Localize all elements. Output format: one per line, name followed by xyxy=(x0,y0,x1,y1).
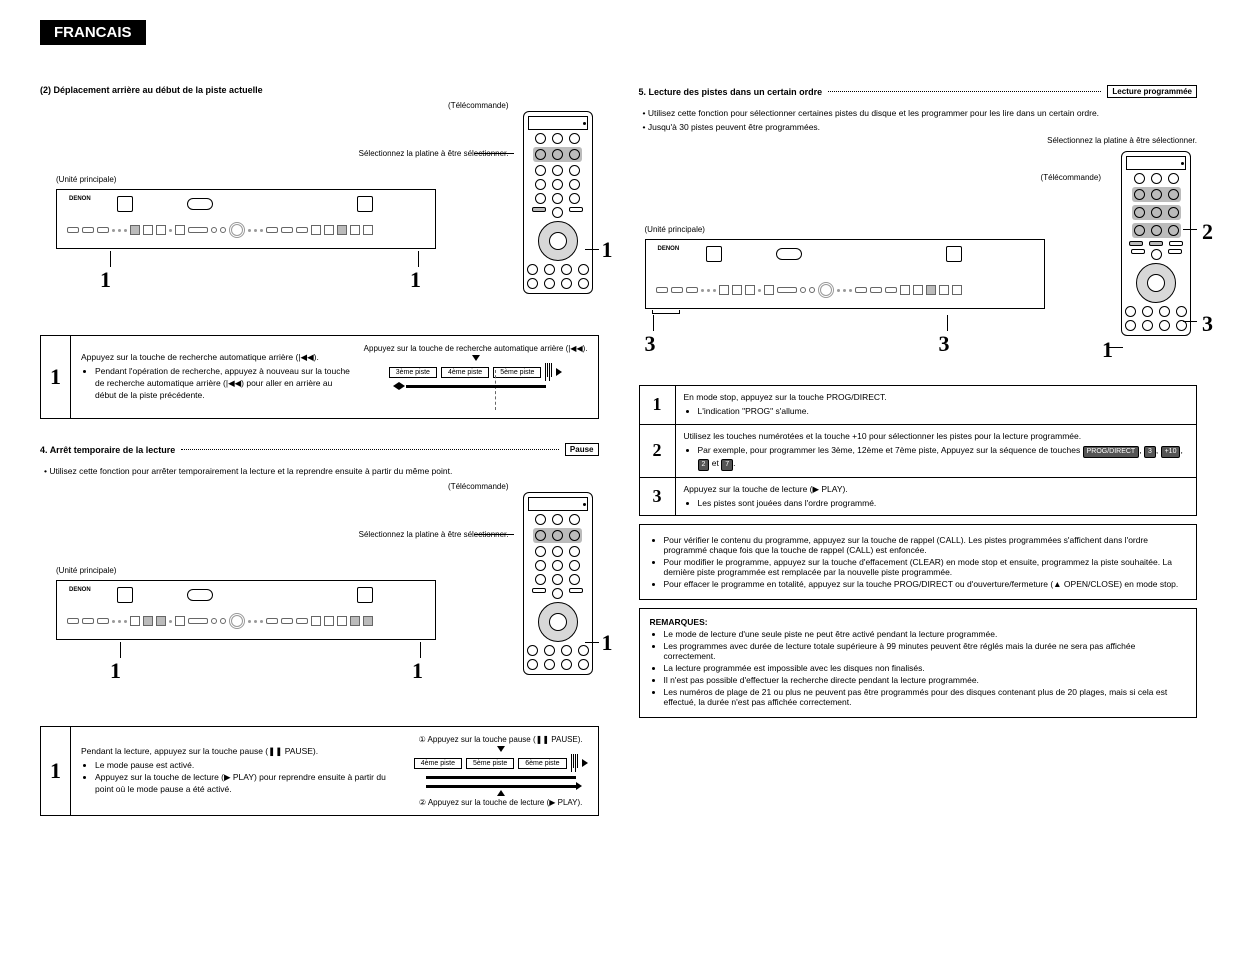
section5-figure: (Télécommande) 2 3 1 (Unité principale) xyxy=(639,151,1198,371)
section2-step-box: 1 Appuyez sur la touche de recherche aut… xyxy=(40,335,599,419)
remote-illustration xyxy=(1121,151,1191,336)
callout-3l: 3 xyxy=(645,331,656,357)
callout-1r: 1 xyxy=(602,237,613,263)
step-text: Appuyez sur la touche de recherche autom… xyxy=(81,352,352,364)
step-text: Appuyez sur la touche de lecture (▶ PLAY… xyxy=(684,484,848,494)
remark: Il n'est pas possible d'effectuer la rec… xyxy=(664,675,1187,685)
s5-b2: • Jusqu'à 30 pistes peuvent être program… xyxy=(653,122,1198,132)
flow-top: ① Appuyez sur la touche pause (❚❚ PAUSE)… xyxy=(419,735,583,744)
track-chip: 4ème piste xyxy=(441,367,489,378)
track-chip: 3ème piste xyxy=(389,367,437,378)
main-unit-label: (Unité principale) xyxy=(56,566,116,575)
callout-1m: 1 xyxy=(410,267,421,293)
left-column: (2) Déplacement arrière au début de la p… xyxy=(40,75,599,816)
step-num: 3 xyxy=(640,478,676,516)
s4-badge: Pause xyxy=(565,443,599,456)
section4-figure: (Télécommande) Sélectionnez la platine à… xyxy=(40,482,599,712)
step-bullet: Par exemple, pour programmer les 3ème, 1… xyxy=(698,445,1189,471)
step-num: 2 xyxy=(640,425,676,477)
key-chip: PROG/DIRECT xyxy=(1083,446,1140,458)
main-unit-illustration: DENON xyxy=(56,189,436,249)
key-chip: 2 xyxy=(698,459,710,471)
track-chip: 6ème piste xyxy=(518,758,566,769)
s4-num: 4. xyxy=(40,445,48,455)
callout-2: 2 xyxy=(1202,219,1213,245)
track-chip: 5ème piste xyxy=(493,367,541,378)
remark: La lecture programmée est impossible ave… xyxy=(664,663,1187,673)
step-text: En mode stop, appuyez sur la touche PROG… xyxy=(684,392,887,402)
step-bullet: Pendant l'opération de recherche, appuye… xyxy=(95,366,352,402)
step-num: 1 xyxy=(50,758,61,784)
callout: 1 xyxy=(412,658,423,684)
key-chip: +10 xyxy=(1161,446,1181,458)
remarks-title: REMARQUES: xyxy=(650,617,1187,627)
remote-label: (Télécommande) xyxy=(1041,173,1101,182)
section5-steps: 1 En mode stop, appuyez sur la touche PR… xyxy=(639,385,1198,516)
main-unit-label: (Unité principale) xyxy=(56,175,116,184)
remark: Les programmes avec durée de lecture tot… xyxy=(664,641,1187,661)
track-chip: 4ème piste xyxy=(414,758,462,769)
step-b2: Appuyez sur la touche de lecture (▶ PLAY… xyxy=(95,772,402,796)
callout-3m: 3 xyxy=(939,331,950,357)
callout: 1 xyxy=(110,658,121,684)
main-unit-illustration: DENON xyxy=(645,239,1045,309)
note: Pour effacer le programme en totalité, a… xyxy=(664,579,1187,589)
key-chip: 3 xyxy=(1144,446,1156,458)
s5-num: 5. xyxy=(639,87,647,97)
remote-label: (Télécommande) xyxy=(448,482,508,491)
s5-b1: • Utilisez cette fonction pour sélection… xyxy=(653,108,1198,118)
section5-notes1: Pour vérifier le contenu du programme, a… xyxy=(639,524,1198,600)
s4-title: Arrêt temporaire de la lecture xyxy=(50,445,176,455)
language-tag: FRANCAIS xyxy=(40,20,146,45)
section4-step-box: 1 Pendant la lecture, appuyez sur la tou… xyxy=(40,726,599,816)
step-text: Pendant la lecture, appuyez sur la touch… xyxy=(81,746,402,758)
remote-illustration xyxy=(523,492,593,675)
main-unit-illustration: DENON xyxy=(56,580,436,640)
callout-1: 1 xyxy=(1102,337,1113,363)
s4-intro: • Utilisez cette fonction pour arrêter t… xyxy=(54,466,599,476)
callout-1l: 1 xyxy=(100,267,111,293)
callout-3: 3 xyxy=(1202,311,1213,337)
remark: Le mode de lecture d'une seule piste ne … xyxy=(664,629,1187,639)
note: Pour modifier le programme, appuyez sur … xyxy=(664,557,1187,577)
step-b1: Le mode pause est activé. xyxy=(95,760,402,772)
key-chip: 7 xyxy=(721,459,733,471)
page-columns: (2) Déplacement arrière au début de la p… xyxy=(40,75,1197,816)
select-deck: Sélectionnez la platine à être sélection… xyxy=(639,136,1198,145)
s5-title: Lecture des pistes dans un certain ordre xyxy=(649,87,823,97)
flow-caption: Appuyez sur la touche de recherche autom… xyxy=(364,344,588,353)
section2-figure: (Télécommande) Sélectionnez la platine à… xyxy=(40,101,599,321)
main-unit-label: (Unité principale) xyxy=(645,225,705,234)
flow-bottom: ② Appuyez sur la touche de lecture (▶ PL… xyxy=(419,798,582,807)
right-column: 5. Lecture des pistes dans un certain or… xyxy=(639,75,1198,816)
section5-remarks: REMARQUES: Le mode de lecture d'une seul… xyxy=(639,608,1198,718)
step-text: Utilisez les touches numérotées et la to… xyxy=(684,431,1082,441)
step-num: 1 xyxy=(50,364,61,390)
remote-illustration xyxy=(523,111,593,294)
s5-badge: Lecture programmée xyxy=(1107,85,1197,98)
note: Pour vérifier le contenu du programme, a… xyxy=(664,535,1187,555)
step-bullet: L'indication "PROG" s'allume. xyxy=(698,406,1189,418)
remote-label: (Télécommande) xyxy=(448,101,508,110)
track-chip: 5ème piste xyxy=(466,758,514,769)
callout-1r: 1 xyxy=(602,630,613,656)
section2-heading: (2) Déplacement arrière au début de la p… xyxy=(40,85,599,95)
step-bullet: Les pistes sont jouées dans l'ordre prog… xyxy=(698,498,1189,510)
remark: Les numéros de plage de 21 ou plus ne pe… xyxy=(664,687,1187,707)
step-num: 1 xyxy=(640,386,676,424)
